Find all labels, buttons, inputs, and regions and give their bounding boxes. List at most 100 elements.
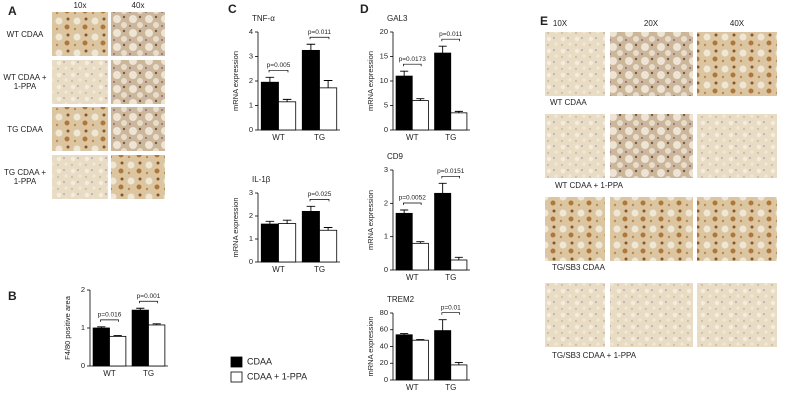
significance-bracket [403,63,422,67]
bar [109,335,127,367]
significance-bracket [309,36,330,40]
y-tick-label: 4 [249,27,253,36]
x-tick-label: WT [272,265,285,274]
micrograph [697,197,777,261]
p-value: p=0.011 [439,31,463,38]
panel-letter: E [540,14,548,28]
x-tick-label: WT [406,273,419,282]
y-tick-label: 0 [249,257,253,266]
y-tick-label: 60 [380,325,388,334]
x-tick-label: TG [314,133,325,142]
chart-title: IL-1β [252,175,271,184]
error-bar [323,227,333,231]
error-bar [265,76,275,83]
error-bar [454,361,463,365]
bar [434,52,452,131]
chart-title: GAL3 [387,14,408,23]
row-label: WT CDAA + 1-PPA [3,73,47,91]
y-tick-label: 40 [380,341,388,350]
chart-title: TREM2 [387,295,415,304]
error-bar [416,339,425,341]
y-tick-label: 2 [249,211,253,220]
y-tick-label: 3 [249,188,253,197]
micrograph [610,283,693,347]
p-value: p=0.001 [137,293,161,300]
micrograph [610,114,693,178]
legend-swatch [230,356,243,368]
x-tick-label: TG [445,273,456,282]
bar [450,364,468,381]
significance-bracket [441,38,460,42]
micrograph [52,60,108,104]
y-tick-label: 2 [249,76,253,85]
chart-title: TNF-α [252,14,275,23]
bar [434,192,452,271]
y-axis-label: mRNA expression [366,190,375,250]
p-value: p=0.0151 [437,168,465,175]
error-bar [97,326,106,328]
panel-letter: C [228,2,237,16]
column-header: 40x [132,1,145,10]
micrograph [111,155,165,199]
error-bar [282,98,292,102]
micrograph [697,283,777,347]
x-tick-label: WT [406,133,419,142]
micrograph [111,60,165,104]
error-bar [438,45,447,54]
row-label: WT CDAA [550,98,587,107]
error-bar [306,205,316,212]
p-value: p=0.011 [308,29,332,36]
column-header: 40X [730,19,745,28]
p-value: p=0.0173 [399,56,427,63]
micrograph [545,283,605,347]
legend-label: CDAA [247,356,272,366]
y-tick-label: 3 [249,51,253,60]
y-tick-label: 1 [249,100,253,109]
y-tick-label: 3 [384,165,388,174]
error-bar [454,110,463,113]
y-tick-label: 1 [249,234,253,243]
p-value: p=0.0052 [399,195,427,202]
row-label: TG CDAA [7,124,43,134]
x-tick-label: TG [445,383,456,392]
y-axis-label: mRNA expression [231,51,240,111]
bar [411,242,429,271]
error-bar [136,307,145,311]
error-bar [265,220,275,225]
bar [301,210,320,263]
row-label: WT CDAA + 1-PPA [555,181,624,190]
bar [278,223,297,263]
x-tick-label: WT [103,369,116,378]
column-header: 10x [74,1,87,10]
bar [434,330,452,381]
p-value: p=0.01 [441,304,461,311]
micrograph [111,107,165,151]
x-tick-label: TG [314,265,325,274]
p-value: p=0.005 [267,62,291,69]
row-label: TG/SB3 CDAA + 1-PPA [552,351,637,360]
significance-bracket [403,202,422,205]
significance-bracket [139,300,158,304]
significance-bracket [441,312,460,315]
y-tick-label: 0 [249,125,253,134]
error-bar [438,319,447,331]
error-bar [282,219,292,224]
y-tick-label: 1 [384,232,388,241]
bar [395,212,413,271]
x-tick-label: WT [272,133,285,142]
y-tick-label: 80 [380,308,388,317]
error-bar [323,80,333,88]
panel-letter: A [8,4,17,18]
bar [131,309,149,367]
bar [278,101,297,131]
bar [301,49,320,131]
y-axis-label: mRNA expression [231,197,240,257]
column-header: 20X [644,19,659,28]
error-bar [400,209,409,214]
p-value: p=0.016 [98,312,122,319]
legend-swatch [230,371,243,383]
error-bar [416,241,425,244]
micrograph [545,114,605,178]
